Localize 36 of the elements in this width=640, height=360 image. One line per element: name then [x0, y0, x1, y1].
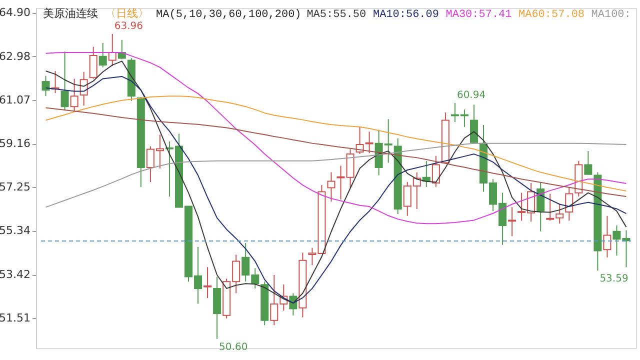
y-tick-label: 64.90 [0, 6, 30, 20]
candlestick [70, 78, 78, 112]
chart-title: 美原油连续 [42, 7, 98, 20]
candlestick [536, 182, 545, 232]
legend-title: MA(5,10,30,60,100,200) [156, 9, 302, 21]
y-tick-label: 57.25 [0, 180, 30, 194]
y-tick-label: 51.51 [0, 312, 30, 325]
line-series [45, 52, 627, 224]
text: MA5:55.50 [306, 9, 366, 21]
candlestick [508, 206, 516, 237]
text: MA100: [591, 9, 631, 21]
candlestick [603, 215, 612, 258]
y-tick-label: 55.34 [0, 224, 30, 238]
text: MA30:57.41 [446, 9, 512, 21]
y-tick-label: 62.98 [0, 50, 30, 63]
y-tick-label: 61.07 [0, 93, 30, 106]
candlestick [42, 75, 50, 97]
y-tick-label: 53.42 [0, 268, 30, 282]
candlestick [204, 266, 212, 299]
line-series [45, 107, 627, 197]
candlestick [108, 34, 116, 66]
y-tick-label: 59.16 [0, 137, 30, 150]
annotation: 60.94 [456, 90, 486, 101]
candlestick [327, 172, 336, 202]
chart-subtitle: 〈日线〉 [104, 7, 149, 20]
text: MA60:57.08 [518, 9, 585, 21]
candlestick [584, 150, 592, 175]
candlestick [89, 46, 98, 80]
annotation: 53.59 [600, 274, 628, 285]
candlestick [470, 104, 478, 144]
candlestick [98, 42, 107, 68]
annotation: 50.60 [219, 342, 248, 353]
candlestick [432, 155, 440, 188]
annotation: 63.96 [114, 21, 144, 32]
candlestick [60, 51, 69, 110]
text: MA10:56.09 [372, 9, 439, 21]
